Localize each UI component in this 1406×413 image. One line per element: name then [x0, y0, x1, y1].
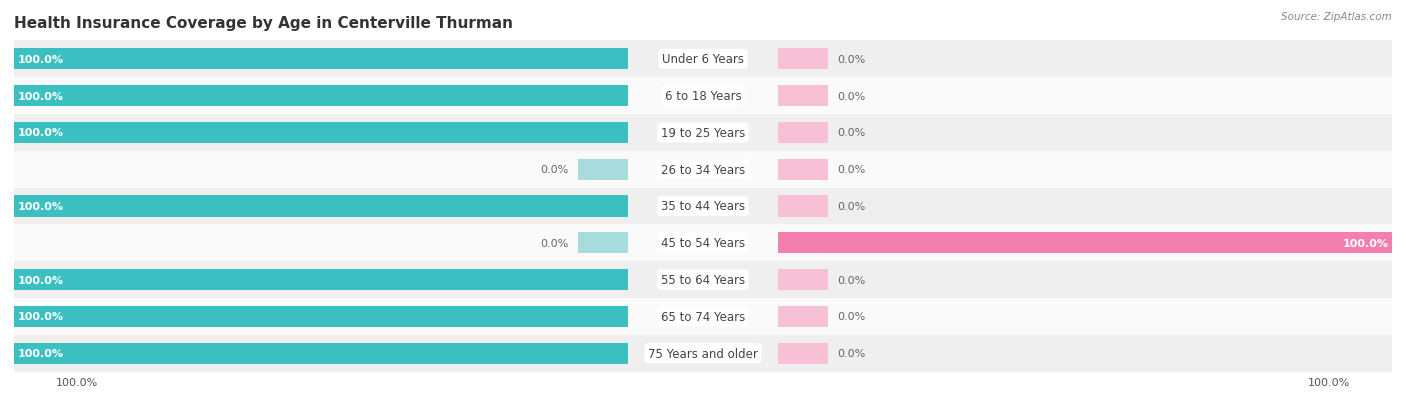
- Bar: [1, 122, 628, 144]
- Text: 0.0%: 0.0%: [540, 238, 568, 248]
- Text: 45 to 54 Years: 45 to 54 Years: [661, 237, 745, 250]
- Bar: [778, 159, 828, 180]
- Bar: [14, 41, 1392, 78]
- Text: 100.0%: 100.0%: [17, 275, 63, 285]
- Text: 6 to 18 Years: 6 to 18 Years: [665, 90, 741, 103]
- Bar: [1, 86, 628, 107]
- Text: 35 to 44 Years: 35 to 44 Years: [661, 200, 745, 213]
- Bar: [14, 261, 1392, 298]
- Bar: [778, 196, 828, 217]
- Text: 100.0%: 100.0%: [17, 128, 63, 138]
- Bar: [14, 225, 1392, 261]
- Bar: [778, 233, 1405, 254]
- Bar: [14, 188, 1392, 225]
- Text: 100.0%: 100.0%: [17, 202, 63, 211]
- Bar: [1, 343, 628, 364]
- Bar: [1, 196, 628, 217]
- Bar: [14, 152, 1392, 188]
- Text: 0.0%: 0.0%: [540, 165, 568, 175]
- Bar: [14, 115, 1392, 152]
- Text: 19 to 25 Years: 19 to 25 Years: [661, 127, 745, 140]
- Bar: [778, 343, 828, 364]
- Text: 0.0%: 0.0%: [838, 312, 866, 322]
- Text: 100.0%: 100.0%: [17, 55, 63, 65]
- Bar: [778, 269, 828, 291]
- Text: 0.0%: 0.0%: [838, 55, 866, 65]
- Bar: [1, 306, 628, 327]
- Bar: [14, 335, 1392, 372]
- Text: 26 to 34 Years: 26 to 34 Years: [661, 163, 745, 176]
- Text: 0.0%: 0.0%: [838, 165, 866, 175]
- Bar: [1, 269, 628, 291]
- Text: 75 Years and older: 75 Years and older: [648, 347, 758, 360]
- Bar: [14, 78, 1392, 115]
- Text: 100.0%: 100.0%: [1343, 238, 1389, 248]
- Bar: [1, 49, 628, 70]
- Bar: [578, 233, 628, 254]
- Text: 100.0%: 100.0%: [17, 91, 63, 101]
- Text: 0.0%: 0.0%: [838, 348, 866, 358]
- Text: 0.0%: 0.0%: [838, 128, 866, 138]
- Bar: [778, 306, 828, 327]
- Bar: [14, 298, 1392, 335]
- Text: 55 to 64 Years: 55 to 64 Years: [661, 273, 745, 286]
- Text: 0.0%: 0.0%: [838, 202, 866, 211]
- Bar: [578, 159, 628, 180]
- Text: 0.0%: 0.0%: [838, 275, 866, 285]
- Text: 100.0%: 100.0%: [17, 312, 63, 322]
- Text: 0.0%: 0.0%: [838, 91, 866, 101]
- Bar: [778, 122, 828, 144]
- Text: 65 to 74 Years: 65 to 74 Years: [661, 310, 745, 323]
- Text: Under 6 Years: Under 6 Years: [662, 53, 744, 66]
- Text: Source: ZipAtlas.com: Source: ZipAtlas.com: [1281, 12, 1392, 22]
- Bar: [778, 49, 828, 70]
- Bar: [778, 86, 828, 107]
- Text: Health Insurance Coverage by Age in Centerville Thurman: Health Insurance Coverage by Age in Cent…: [14, 15, 513, 31]
- Text: 100.0%: 100.0%: [17, 348, 63, 358]
